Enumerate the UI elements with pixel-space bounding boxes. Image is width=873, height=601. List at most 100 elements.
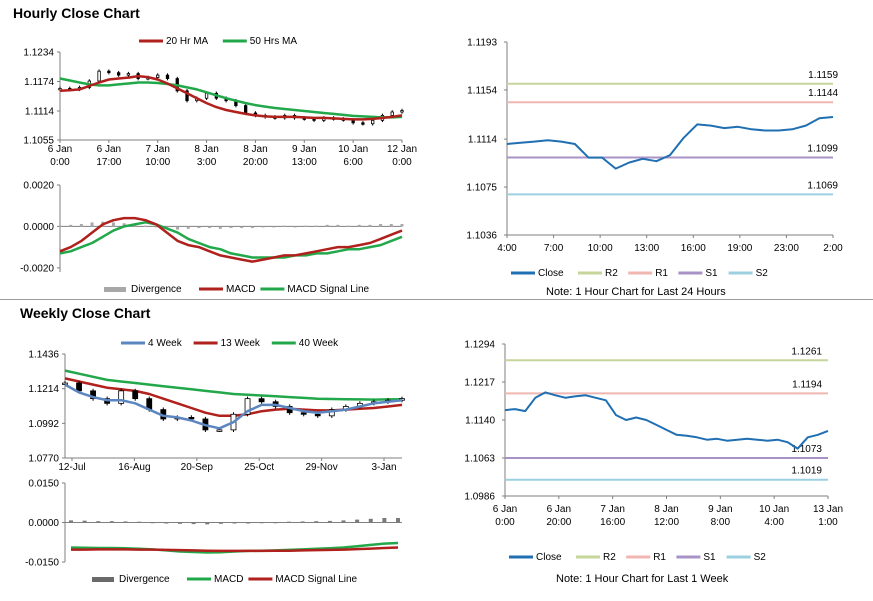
hourly-macd-divergence-bar — [144, 225, 147, 227]
hourly-price-x-tick-date: 9 Jan — [292, 144, 316, 155]
hourly-price-x-tick-time: 0:00 — [50, 157, 70, 168]
weekly-1w-x-tick-date: 6 Jan — [493, 504, 517, 515]
weekly-1w-x-tick-time: 12:00 — [654, 517, 679, 528]
hourly-macd-divergence-bar — [336, 224, 340, 227]
hourly-price-x-tick-date: 6 Jan — [48, 144, 72, 155]
hourly-macd-divergence-bar — [79, 224, 83, 227]
hourly-price-candle-body — [204, 92, 209, 99]
weekly-macd-divergence-bar — [273, 522, 278, 524]
weekly-macd-legend-label: MACD — [214, 574, 243, 585]
hourly-24h-x-tick-label: 19:00 — [727, 243, 752, 254]
weekly-price-x-tick-label: 25-Oct — [244, 462, 274, 473]
weekly-1w-x-tick-date: 10 Jan — [759, 504, 789, 515]
hourly-macd-divergence-bar — [90, 222, 94, 227]
weekly-price-x-tick-label: 16-Aug — [118, 462, 150, 473]
weekly-macd-divergence-bar — [355, 519, 360, 523]
hourly-price-candle-body — [361, 122, 365, 125]
weekly-price-candle-body — [132, 390, 139, 400]
weekly-1w-legend-label: S2 — [754, 552, 767, 563]
weekly-40wk-line — [64, 369, 403, 401]
hourly-macd-divergence-bar — [325, 224, 329, 227]
hourly-macd-divergence-bar — [389, 224, 393, 227]
hourly-price-candle-body — [107, 70, 111, 74]
hourly-macd-divergence-bar — [250, 226, 254, 229]
weekly-1w-y-tick-label: 1.1294 — [464, 340, 495, 351]
hourly-price-x-tick-date: 7 Jan — [145, 144, 169, 155]
hourly-macd-divergence-bar — [240, 226, 244, 229]
weekly-macd-y-tick-label: -0.0150 — [25, 558, 59, 569]
hourly-macd-divergence-bar — [293, 226, 297, 228]
weekly-1w-y-tick-label: 1.1217 — [464, 378, 495, 389]
weekly-1w-level-r1-label: 1.1194 — [792, 379, 822, 390]
hourly-24h-level-r1-label: 1.1144 — [808, 88, 838, 99]
hourly-macd-divergence-bar — [58, 225, 62, 227]
weekly-1w-x-tick-time: 0:00 — [495, 517, 515, 528]
weekly-1w-legend-label: S1 — [703, 552, 716, 563]
weekly-macd-divergence-bar — [150, 522, 155, 524]
hourly-24h-note: Note: 1 Hour Chart for Last 24 Hours — [546, 286, 726, 298]
weekly-price-candle-body — [90, 390, 96, 400]
weekly-macd-divergence-bar — [287, 521, 291, 523]
weekly-price-x-tick-label: 29-Nov — [305, 462, 337, 473]
hourly-macd-legend-label: MACD — [226, 284, 255, 295]
hourly-macd-divergence-bar — [154, 226, 158, 228]
weekly-price-candle-body — [118, 390, 125, 404]
hourly-price-x-tick-date: 10 Jan — [338, 144, 368, 155]
hourly-macd-y-tick-label: 0.0020 — [23, 181, 54, 192]
weekly-macd-legend-label: Divergence — [119, 574, 170, 585]
weekly-section-title: Weekly Close Chart — [20, 305, 151, 321]
weekly-macd-y-tick-label: 0.0000 — [28, 518, 59, 529]
hourly-24h-x-tick-label: 16:00 — [681, 243, 706, 254]
weekly-1w-x-tick-time: 20:00 — [546, 517, 571, 528]
weekly-1w-x-tick-time: 1:00 — [818, 517, 838, 528]
weekly-price-candle-body — [258, 398, 265, 403]
weekly-1w-y-tick-label: 1.0986 — [464, 492, 495, 503]
weekly-macd-y-tick-label: 0.0150 — [28, 479, 59, 490]
weekly-1w-x-tick-date: 13 Jan — [813, 504, 843, 515]
hourly-price-candle-body — [390, 111, 394, 116]
hourly-24h-y-tick-label: 1.1114 — [468, 135, 498, 146]
weekly-price-y-tick-label: 1.0992 — [28, 419, 59, 430]
hourly-price-candle-body — [244, 105, 248, 114]
weekly-price-candle-body — [314, 413, 321, 417]
hourly-price-x-tick-time: 10:00 — [145, 157, 170, 168]
hourly-price-candle-body — [165, 74, 170, 79]
hourly-macd-divergence-bar — [122, 223, 126, 227]
weekly-macd-legend-swatch — [92, 577, 114, 582]
hourly-price-candle-body — [400, 110, 404, 113]
weekly-macd-divergence-bar — [368, 518, 373, 523]
weekly-price-candle-body — [62, 382, 68, 385]
hourly-macd-divergence-bar — [176, 226, 180, 230]
hourly-price-y-tick-label: 1.1114 — [25, 106, 55, 117]
hourly-24h-y-tick-label: 1.1154 — [467, 85, 497, 96]
weekly-1w-legend-label: R1 — [653, 552, 666, 563]
hourly-24h-legend-label: R1 — [655, 268, 668, 279]
hourly-50hr-ma-line — [59, 77, 403, 119]
hourly-macd-divergence-bar — [400, 224, 404, 227]
hourly-macd-legend-swatch — [104, 287, 126, 292]
hourly-macd-divergence-bar — [368, 224, 372, 227]
hourly-macd-divergence-bar — [229, 226, 233, 229]
hourly-macd-y-tick-label: 0.0000 — [23, 222, 54, 233]
weekly-1w-x-tick-time: 4:00 — [764, 517, 784, 528]
hourly-24h-x-tick-label: 4:00 — [497, 243, 517, 254]
hourly-price-candle-body — [126, 73, 131, 76]
hourly-24h-level-r2-label: 1.1159 — [808, 70, 838, 81]
hourly-24h-x-tick-label: 7:00 — [544, 243, 564, 254]
hourly-macd-divergence-bar — [347, 225, 351, 227]
hourly-macd-y-tick-label: -0.0020 — [20, 263, 54, 274]
weekly-1w-legend-label: Close — [536, 552, 562, 563]
hourly-24h-legend-label: S2 — [756, 268, 769, 279]
weekly-price-y-tick-label: 1.1214 — [28, 384, 59, 395]
hourly-24h-x-tick-label: 2:00 — [823, 243, 843, 254]
weekly-1w-close-line — [504, 391, 829, 450]
weekly-macd-divergence-bar — [123, 521, 128, 523]
hourly-macd-legend-label: MACD Signal Line — [287, 284, 369, 295]
weekly-1w-legend-label: R2 — [603, 552, 616, 563]
hourly-macd-line — [59, 216, 403, 263]
hourly-price-x-tick-date: 6 Jan — [97, 144, 121, 155]
hourly-macd-divergence-bar — [197, 226, 201, 229]
hourly-price-x-tick-date: 8 Jan — [194, 144, 218, 155]
hourly-price-x-tick-time: 20:00 — [243, 157, 268, 168]
hourly-macd-divergence-bar — [218, 226, 222, 229]
